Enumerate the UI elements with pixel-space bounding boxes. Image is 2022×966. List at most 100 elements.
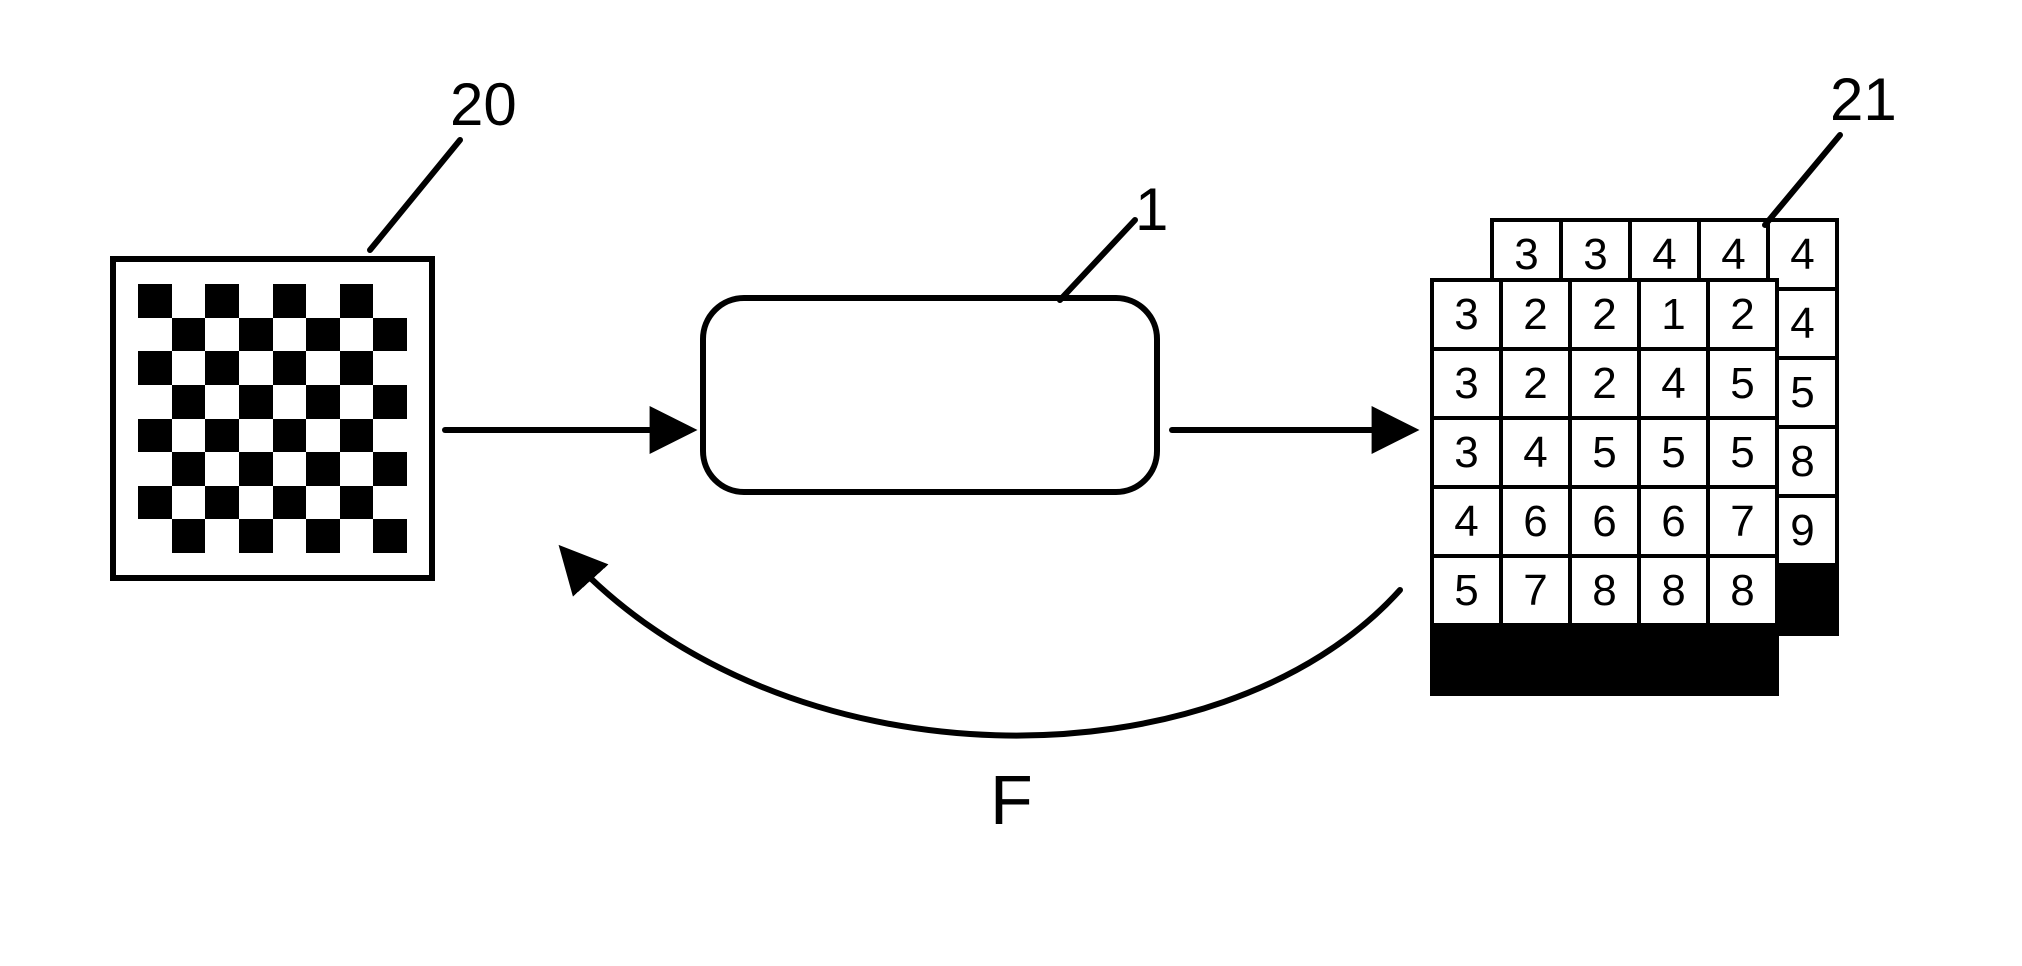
checker-cell [306,385,340,419]
checker-cell [340,284,374,318]
checker-cell [306,452,340,486]
checker-cell [172,284,206,318]
checker-cell [172,519,206,553]
process-box-1 [700,295,1160,495]
checker-cell [239,519,273,553]
checker-cell [273,419,307,453]
checker-cell [340,486,374,520]
grid-cell: 8 [1572,558,1637,623]
grid-cell: 1 [1641,282,1706,347]
output-grid-front: 3221232245345554666757888 [1430,278,1779,696]
checker-cell [273,351,307,385]
grid-cell: 7 [1710,489,1775,554]
checker-cell [340,452,374,486]
checker-cell [172,452,206,486]
checker-cell [373,385,407,419]
label-F: F [990,760,1033,840]
checkerboard-grid [138,284,407,553]
grid-cell: 8 [1710,558,1775,623]
checker-cell [340,385,374,419]
grid-cell: 2 [1572,351,1637,416]
checker-cell [373,519,407,553]
checker-cell [273,452,307,486]
grid-cell: 6 [1503,489,1568,554]
checker-cell [340,419,374,453]
checker-cell [138,452,172,486]
checker-cell [172,419,206,453]
grid-cell: 2 [1572,282,1637,347]
grid-cell: 5 [1641,420,1706,485]
checker-cell [172,486,206,520]
checker-cell [306,419,340,453]
grid-cell: 5 [1710,351,1775,416]
checker-cell [373,284,407,318]
grid-cell: 4 [1770,222,1835,287]
checker-cell [138,284,172,318]
grid-cell: 5 [1434,558,1499,623]
checker-cell [239,385,273,419]
grid-cell: 9 [1770,498,1835,563]
checker-cell [205,284,239,318]
checker-cell [373,351,407,385]
checker-cell [205,519,239,553]
checker-cell [205,419,239,453]
checker-cell [306,284,340,318]
checker-cell [239,419,273,453]
checker-cell [172,385,206,419]
checker-cell [239,284,273,318]
checker-cell [373,318,407,352]
checker-cell [273,486,307,520]
label-21: 21 [1830,65,1897,134]
checker-cell [205,452,239,486]
checker-cell [138,419,172,453]
label-1: 1 [1135,175,1168,244]
checker-cell [205,385,239,419]
checker-cell [205,351,239,385]
checker-cell [138,385,172,419]
checker-cell [273,318,307,352]
grid-cell: 4 [1503,420,1568,485]
grid-cell: 4 [1770,291,1835,356]
checker-cell [306,351,340,385]
checker-cell [373,419,407,453]
checker-cell [138,351,172,385]
grid-cell: 2 [1503,351,1568,416]
checker-cell [273,385,307,419]
checker-cell [273,519,307,553]
grid-cell: 4 [1641,351,1706,416]
checker-cell [138,486,172,520]
grid-cell: 3 [1434,282,1499,347]
checker-cell [306,318,340,352]
checker-cell [172,318,206,352]
grid-cell: 6 [1641,489,1706,554]
checker-cell [138,519,172,553]
checker-cell [172,351,206,385]
grid-cell: 7 [1503,558,1568,623]
checker-cell [273,284,307,318]
checkerboard-20 [110,256,435,581]
grid-cell: 4 [1434,489,1499,554]
checker-cell [340,351,374,385]
checker-cell [340,519,374,553]
grid-cell: 8 [1770,429,1835,494]
grid-cell: 3 [1434,420,1499,485]
checker-cell [239,318,273,352]
grid-cell: 3 [1434,351,1499,416]
checker-cell [340,318,374,352]
grid-cell: 5 [1572,420,1637,485]
grid-cell: 8 [1641,558,1706,623]
checker-cell [205,318,239,352]
grid-cell: 5 [1770,360,1835,425]
checker-cell [138,318,172,352]
label-20: 20 [450,70,517,139]
checker-cell [373,452,407,486]
checker-cell [239,486,273,520]
grid-cell: 6 [1572,489,1637,554]
checker-cell [306,519,340,553]
grid-cell: 2 [1503,282,1568,347]
checker-cell [205,486,239,520]
checker-cell [306,486,340,520]
grid-cell: 2 [1710,282,1775,347]
checker-cell [239,351,273,385]
grid-cell: 5 [1710,420,1775,485]
